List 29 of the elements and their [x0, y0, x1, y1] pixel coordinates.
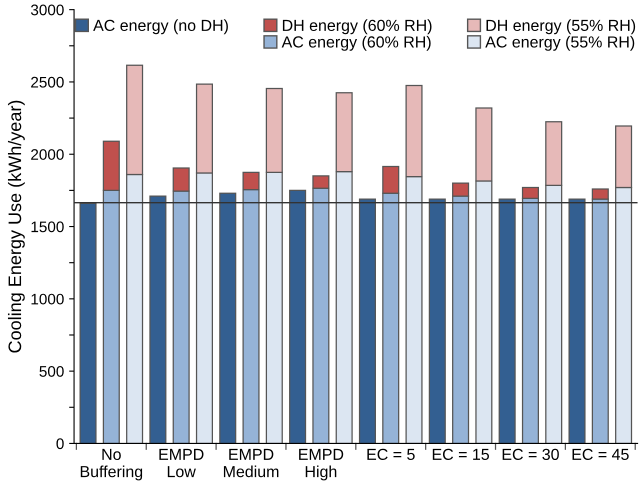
bar — [428, 198, 446, 444]
x-tick-label: EMPD High — [299, 448, 344, 480]
y-tick-label: 2500 — [31, 76, 64, 88]
bar — [79, 202, 97, 444]
bar — [149, 196, 166, 444]
legend-label: DH energy (55% RH) — [486, 19, 636, 34]
y-tick-label: 500 — [39, 366, 64, 377]
bar — [568, 198, 586, 444]
bar — [498, 198, 516, 444]
bar — [289, 190, 306, 444]
y-tick-label: 2000 — [31, 149, 64, 160]
y-tick-label: 0 — [56, 438, 64, 450]
legend-label: DH energy (60% RH) — [282, 19, 432, 34]
legend-label: AC energy (55% RH) — [485, 36, 634, 51]
x-tick-label: No Buffering — [80, 448, 142, 480]
bar — [219, 192, 236, 444]
x-tick-label: EC = 45 — [572, 448, 629, 460]
legend-label: AC energy (60% RH) — [282, 36, 431, 51]
y-tick-label: 1500 — [32, 221, 64, 232]
x-tick-label: EC = 5 — [367, 448, 415, 460]
x-tick-label: EMPD Medium — [224, 448, 278, 478]
x-tick-label: EC = 30 — [502, 448, 559, 460]
x-tick-label: EMPD Low — [159, 448, 204, 478]
y-tick-label: 3000 — [30, 4, 64, 16]
bar — [358, 198, 376, 444]
y-tick-label: 1000 — [32, 294, 64, 305]
y-axis-title: Cooling Energy Use (kWh/year) — [8, 100, 25, 353]
x-tick-label: EC = 15 — [432, 448, 489, 460]
legend-label: AC energy (no DH) — [93, 19, 228, 34]
